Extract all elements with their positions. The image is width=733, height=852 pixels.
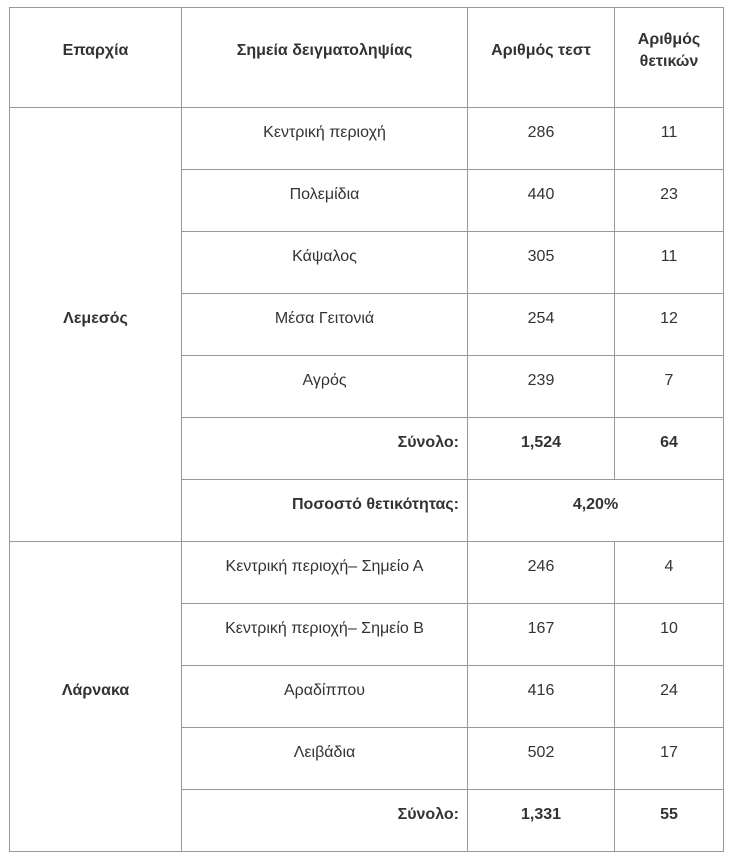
total-positive: 64: [614, 417, 724, 480]
sampling-point-cell: Κεντρική περιοχή– Σημείο Β: [181, 603, 468, 666]
sampling-point-cell: Πολεμίδια: [181, 169, 468, 232]
tests-cell: 254: [467, 293, 615, 356]
total-positive: 55: [614, 789, 724, 852]
table-row: Κεντρική περιοχή– Σημείο Β 167 10: [10, 603, 724, 666]
positive-cell: 11: [614, 107, 724, 170]
sampling-point-cell: Μέσα Γειτονιά: [181, 293, 468, 356]
province-cell: Λάρνακα: [9, 541, 182, 852]
header-row: Επαρχία Σημεία δειγματοληψίας Αριθμός τε…: [9, 7, 724, 108]
sampling-point-cell: Κεντρική περιοχή: [181, 107, 468, 170]
positivity-rate-row: Ποσοστό θετικότητας: 4,20%: [10, 479, 724, 542]
positivity-rate-value: 4,20%: [467, 479, 724, 542]
positive-cell: 11: [614, 231, 724, 294]
table-row: Κάψαλος 305 11: [10, 231, 724, 294]
table-row: Μέσα Γειτονιά 254 12: [10, 293, 724, 356]
tests-cell: 440: [467, 169, 615, 232]
header-tests: Αριθμός τεστ: [467, 7, 615, 108]
table-row: Λεμεσός Κεντρική περιοχή 286 11: [9, 107, 724, 542]
positive-cell: 23: [614, 169, 724, 232]
province-cell: Λεμεσός: [9, 107, 182, 542]
positive-cell: 24: [614, 665, 724, 728]
results-table: Επαρχία Σημεία δειγματοληψίας Αριθμός τε…: [9, 7, 724, 852]
header-positive: Αριθμός θετικών: [614, 7, 724, 108]
header-sampling-points: Σημεία δειγματοληψίας: [181, 7, 468, 108]
sampling-point-cell: Αγρός: [181, 355, 468, 418]
positive-cell: 17: [614, 727, 724, 790]
sampling-point-cell: Κάψαλος: [181, 231, 468, 294]
positive-cell: 12: [614, 293, 724, 356]
tests-cell: 167: [467, 603, 615, 666]
sampling-point-cell: Λειβάδια: [181, 727, 468, 790]
total-label: Σύνολο:: [181, 789, 468, 852]
positive-cell: 7: [614, 355, 724, 418]
tests-cell: 246: [467, 541, 615, 604]
total-tests: 1,331: [467, 789, 615, 852]
tests-cell: 239: [467, 355, 615, 418]
positive-cell: 10: [614, 603, 724, 666]
table-row: Πολεμίδια 440 23: [10, 169, 724, 232]
sampling-point-cell: Αραδίππου: [181, 665, 468, 728]
tests-cell: 305: [467, 231, 615, 294]
table-row: Λάρνακα Κεντρική περιοχή– Σημείο Α 246 4: [9, 541, 724, 852]
tests-cell: 502: [467, 727, 615, 790]
positive-cell: 4: [614, 541, 724, 604]
positivity-rate-label: Ποσοστό θετικότητας:: [181, 479, 468, 542]
total-tests: 1,524: [467, 417, 615, 480]
header-province: Επαρχία: [9, 7, 182, 108]
tests-cell: 286: [467, 107, 615, 170]
tests-cell: 416: [467, 665, 615, 728]
table-row: Αγρός 239 7: [10, 355, 724, 418]
total-label: Σύνολο:: [181, 417, 468, 480]
total-row: Σύνολο: 1,331 55: [10, 789, 724, 852]
sampling-point-cell: Κεντρική περιοχή– Σημείο Α: [181, 541, 468, 604]
